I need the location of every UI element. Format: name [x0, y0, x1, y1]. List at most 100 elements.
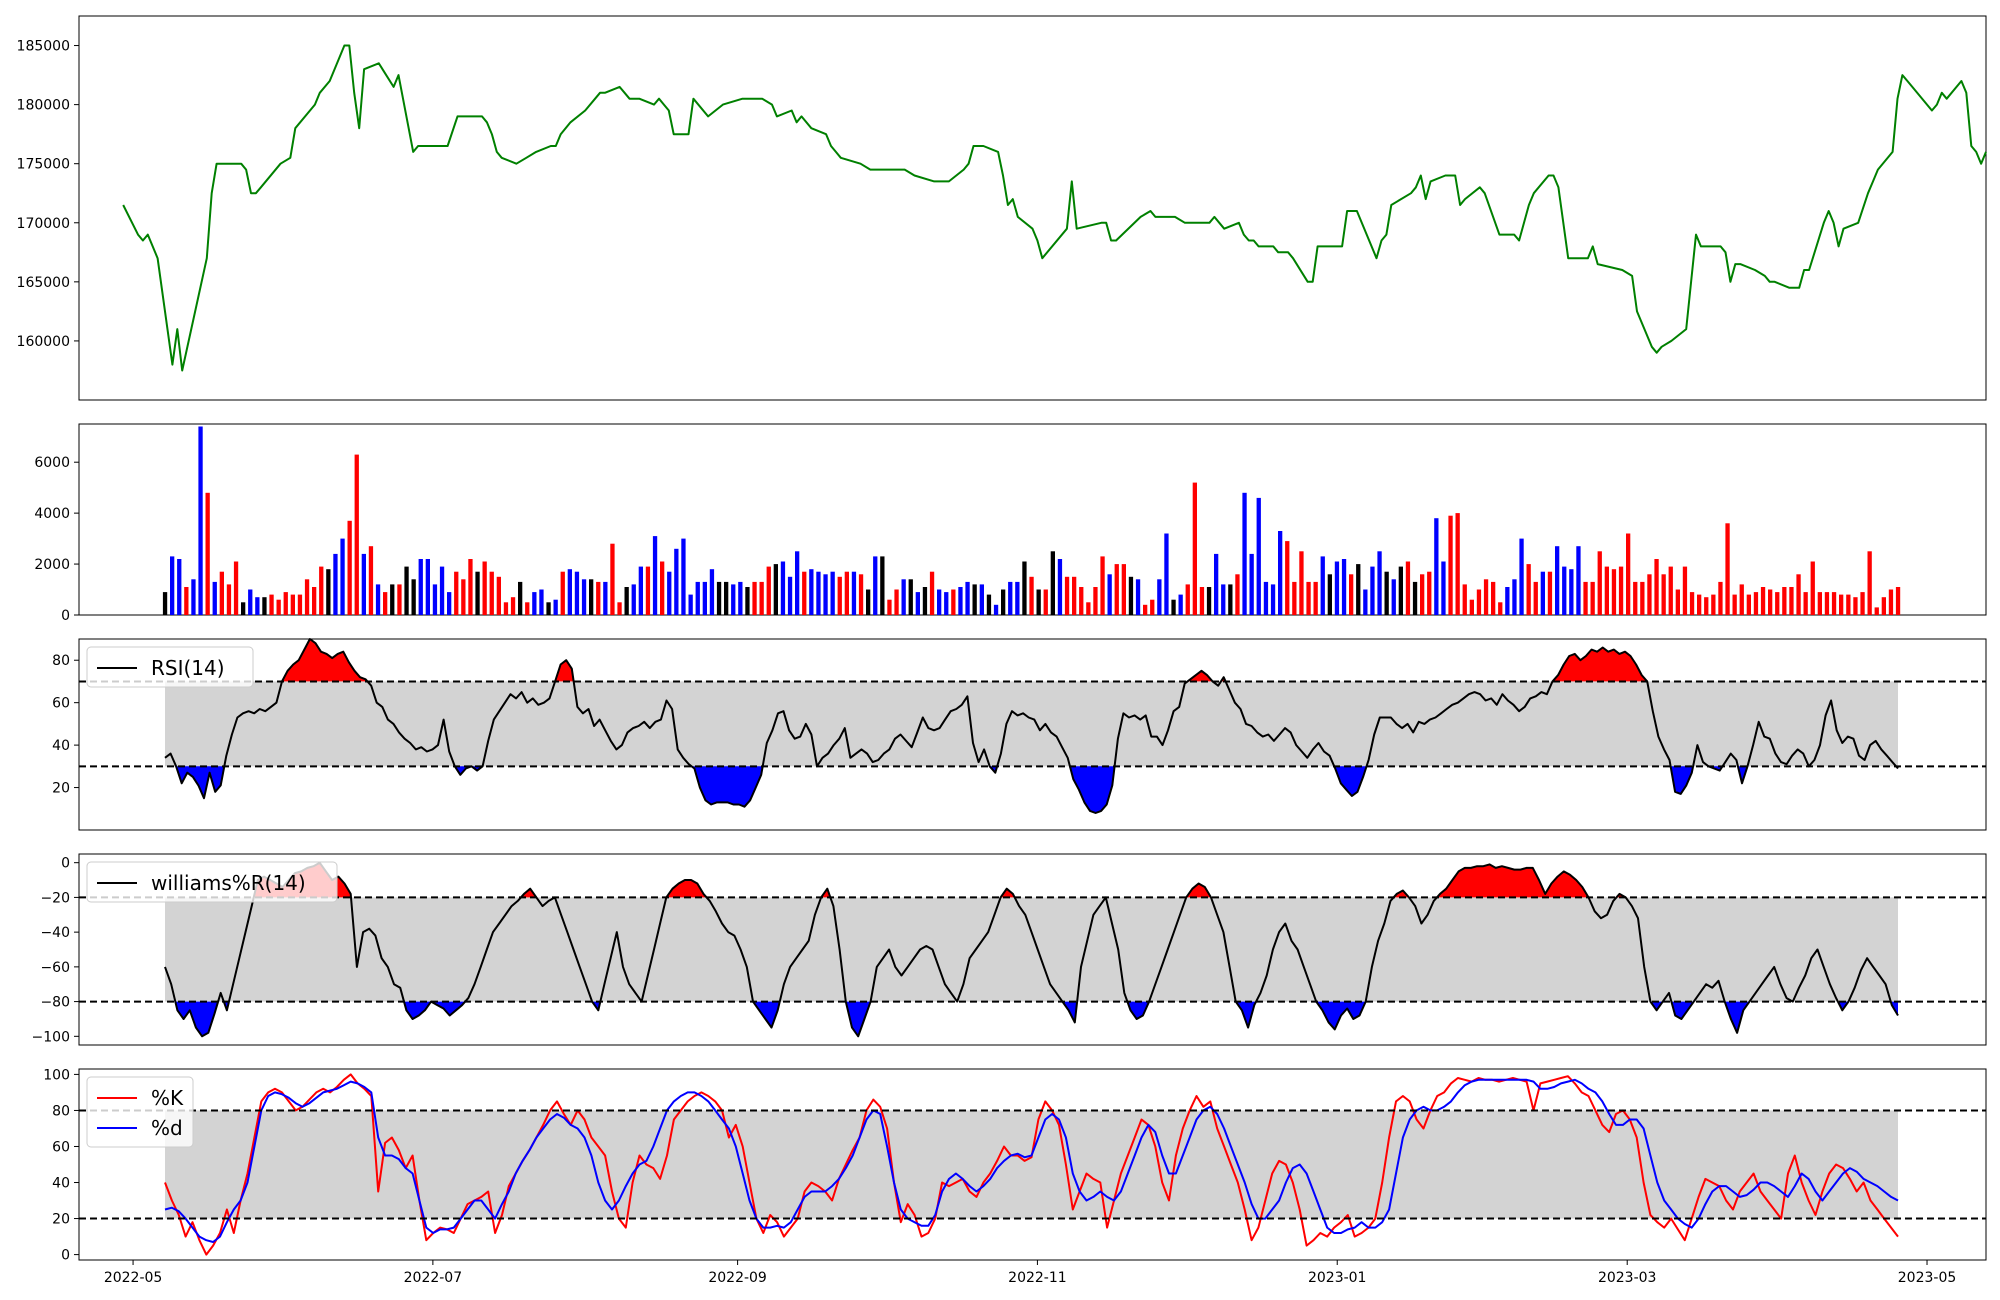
stochastic-legend-box	[86, 1076, 194, 1148]
volume-bar	[1029, 576, 1034, 615]
panel-frame	[78, 853, 1987, 1046]
volume-ytick-label: 4000	[34, 506, 70, 522]
volume-bar	[1356, 564, 1361, 615]
rsi-legend-box	[86, 646, 254, 688]
volume-bar	[525, 602, 530, 615]
stochastic-ytick-label: 80	[52, 1103, 70, 1119]
volume-bar	[887, 599, 892, 615]
volume-bar	[1689, 592, 1695, 615]
rsi-line-primary	[164, 638, 1899, 814]
volume-bar	[304, 579, 310, 615]
volume-bar	[1412, 581, 1418, 615]
volume-bar	[375, 584, 381, 615]
volume-bar	[958, 587, 963, 615]
stochastic-legend-label: %K	[151, 1086, 184, 1110]
volume-bar	[652, 536, 658, 615]
volume-bar	[1221, 584, 1226, 615]
volume-ytick-label: 0	[61, 608, 70, 624]
volume-bar	[574, 571, 580, 615]
volume-bar	[1270, 584, 1276, 615]
volume-bar	[1242, 492, 1247, 615]
volume-bar	[553, 599, 558, 615]
volume-bar	[1505, 587, 1510, 615]
volume-bar	[347, 520, 352, 615]
volume-bar	[1711, 594, 1716, 615]
rsi-ytick-label: 40	[52, 738, 70, 754]
stochastic-legend-label: %d	[151, 1116, 183, 1140]
volume-bar	[1718, 581, 1723, 615]
volume-bar	[447, 592, 452, 615]
williams-r-legend-box	[86, 861, 338, 903]
volume-bar	[1093, 587, 1098, 615]
volume-bar	[241, 602, 246, 615]
volume-bar	[1135, 579, 1141, 615]
volume-bar	[1739, 584, 1744, 615]
x-tick-label: 2022-11	[1008, 1270, 1067, 1286]
volume-bar	[1079, 587, 1084, 615]
volume-bar	[816, 571, 821, 615]
volume-bar	[170, 556, 175, 615]
volume-bar	[1732, 594, 1737, 615]
volume-bar	[1171, 599, 1176, 615]
volume-bar	[1782, 587, 1787, 615]
volume-bar	[1235, 574, 1240, 615]
volume-bar	[475, 571, 480, 615]
williams-r-ytick-label: −80	[40, 995, 70, 1011]
volume-bar	[1370, 566, 1375, 615]
volume-bar	[986, 594, 992, 615]
volume-bar	[1178, 594, 1183, 615]
volume-bar	[603, 581, 608, 615]
volume-bar	[1306, 581, 1311, 615]
volume-bar	[1448, 515, 1453, 615]
volume-bar	[1327, 574, 1332, 615]
volume-bar	[1590, 581, 1595, 615]
volume-bar	[1363, 589, 1368, 615]
volume-bar	[631, 584, 636, 615]
williams-r-line-primary	[164, 861, 1899, 1038]
volume-bar	[702, 581, 707, 615]
rsi-legend-label: RSI(14)	[151, 656, 225, 680]
williams-r-oversold-fill	[175, 1001, 1898, 1037]
volume-bar	[929, 571, 935, 615]
volume-bar	[1746, 594, 1751, 615]
volume-bar	[198, 426, 203, 615]
volume-bar	[745, 587, 750, 615]
williams-r-ytick-label: −60	[40, 960, 70, 976]
volume-bar	[1547, 571, 1553, 615]
volume-bar	[1164, 533, 1169, 615]
rsi-legend: RSI(14)	[86, 646, 254, 688]
volume-bar	[965, 581, 970, 615]
volume-bar	[177, 559, 182, 615]
x-tick-label: 2023-03	[1598, 1270, 1657, 1286]
volume-bar	[809, 569, 814, 615]
volume-bar	[1185, 584, 1190, 615]
volume-bar	[731, 584, 736, 615]
volume-bar	[326, 569, 331, 615]
volume-bar	[716, 581, 722, 615]
volume-bar	[468, 559, 473, 615]
volume-bar	[1697, 594, 1702, 615]
volume-bar	[1839, 594, 1844, 615]
volume-bar	[1476, 589, 1482, 615]
volume-bar	[1022, 561, 1027, 615]
volume-bar	[1533, 581, 1538, 615]
volume-bar	[482, 561, 487, 615]
stochastic-ytick-label: 20	[52, 1212, 70, 1228]
volume-bar	[894, 589, 899, 615]
volume-bar	[439, 566, 445, 615]
volume-bar	[1760, 587, 1766, 615]
volume-bar	[290, 594, 295, 615]
williams-r-legend-label: williams%R(14)	[151, 871, 306, 895]
volume-bar	[205, 492, 210, 615]
volume-bar	[858, 574, 864, 615]
volume-bar	[1824, 592, 1830, 615]
volume-bar	[1831, 592, 1837, 615]
volume-bar	[610, 543, 615, 615]
volume-bar	[368, 546, 374, 615]
volume-bar	[510, 597, 516, 615]
williams-r-ytick-label: −40	[40, 925, 70, 941]
price-ytick-label: 180000	[17, 98, 70, 114]
volume-bar	[1753, 592, 1759, 615]
volume-bar	[1583, 581, 1588, 615]
